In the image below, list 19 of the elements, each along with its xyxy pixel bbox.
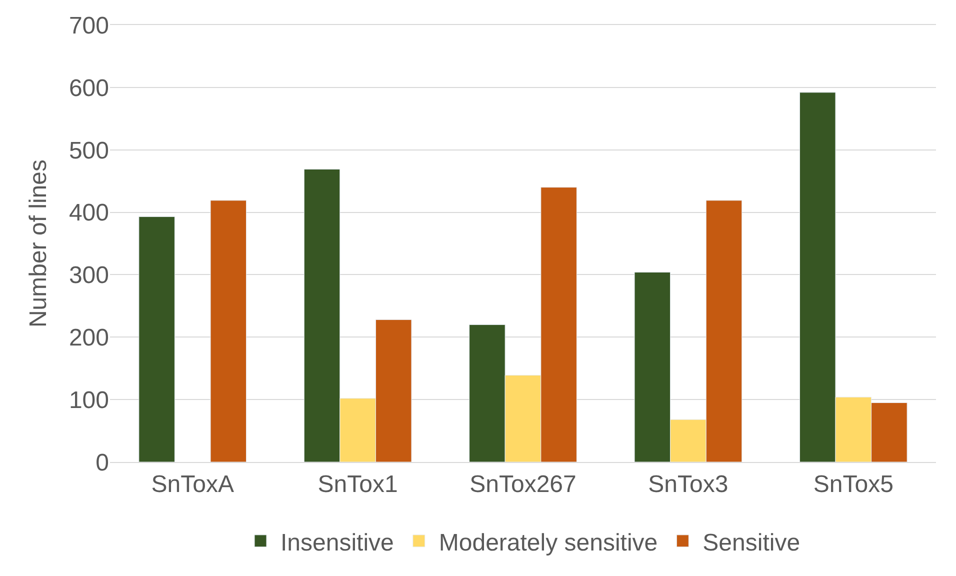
y-axis-title: Number of lines — [25, 159, 52, 328]
bar — [210, 200, 247, 462]
legend-label: Moderately sensitive — [438, 529, 658, 556]
bar — [138, 216, 175, 462]
y-tick-label: 0 — [96, 449, 109, 476]
legend-label: Insensitive — [280, 529, 394, 556]
x-tick-label: SnTox1 — [318, 470, 398, 498]
y-tick-label: 400 — [68, 200, 109, 227]
y-tick-label: 500 — [68, 137, 109, 164]
x-tick-label: SnToxA — [151, 470, 234, 498]
y-tick-label: 700 — [68, 12, 109, 40]
y-tick-label: 300 — [68, 262, 109, 290]
legend-label: Sensitive — [702, 529, 800, 556]
x-tick-label: SnTox5 — [813, 470, 894, 498]
y-tick-label: 600 — [68, 74, 109, 102]
x-tick-label: SnTox267 — [470, 470, 576, 498]
x-tick-label: SnTox3 — [648, 470, 728, 498]
y-tick-label: 200 — [68, 324, 109, 352]
y-tick-label: 100 — [68, 386, 109, 414]
